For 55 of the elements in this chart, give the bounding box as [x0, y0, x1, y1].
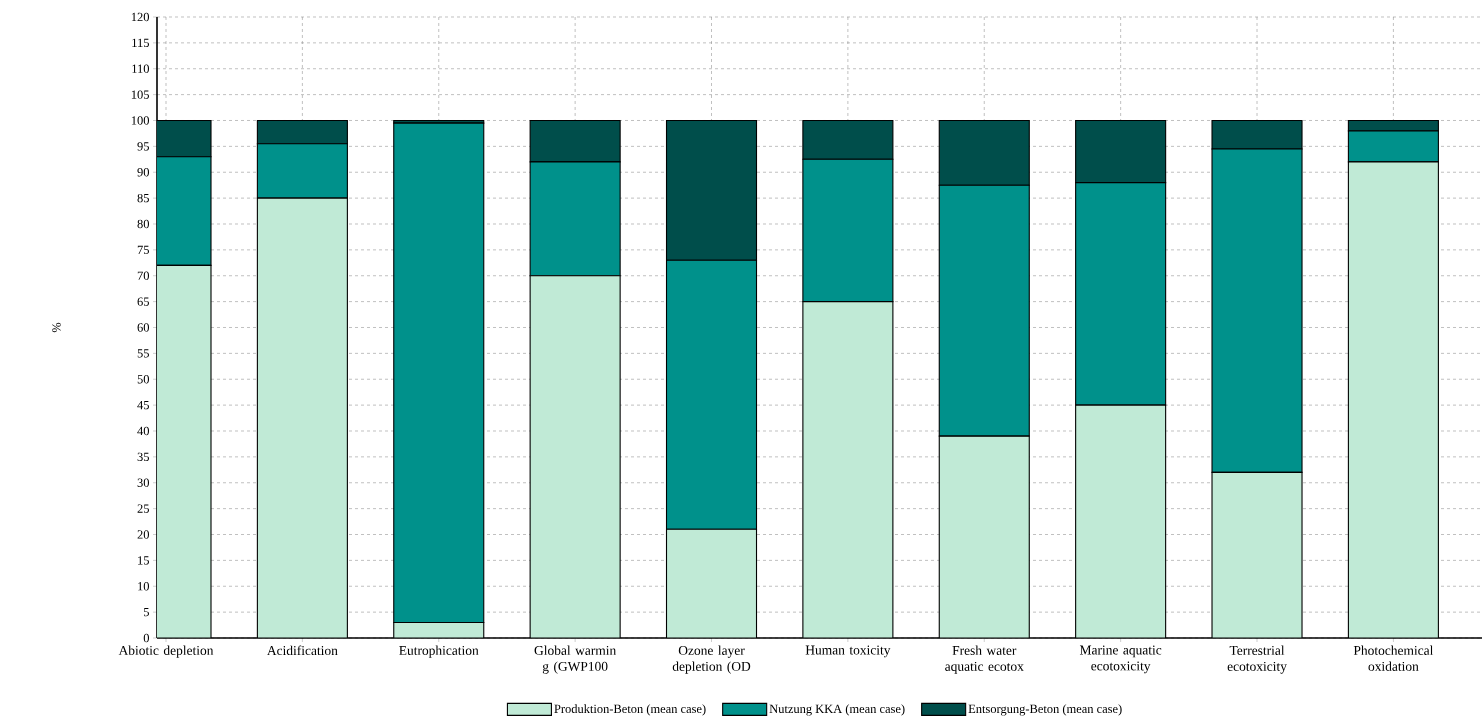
- y-tick-label: 35: [137, 452, 149, 462]
- y-tick-label: 30: [137, 478, 149, 487]
- y-tick-label: 110: [132, 64, 150, 73]
- bar: [1347, 130, 1439, 163]
- bar: [802, 158, 894, 303]
- x-tick-label: Abiotic depletion: [118, 645, 214, 658]
- y-tick-label: 90: [137, 168, 149, 177]
- legend-label: Produktion-Beton (mean case): [554, 704, 706, 716]
- y-tick-label: 80: [137, 219, 149, 229]
- x-tick-label: Human toxicity: [805, 645, 891, 658]
- y-tick-label: 25: [137, 504, 149, 513]
- bar: [665, 119, 758, 261]
- y-tick-label: 85: [137, 193, 149, 203]
- y-tick-label: 45: [137, 400, 149, 410]
- x-tick-label: Eutrophication: [399, 645, 479, 658]
- bar: [256, 119, 348, 145]
- y-tick-label: 50: [137, 375, 149, 384]
- bar: [938, 184, 1030, 437]
- x-tick-label: Photochemical oxidation: [1353, 645, 1434, 671]
- x-tick-label: Ozone layer depletion (OD: [672, 645, 751, 674]
- bar: [393, 122, 485, 624]
- y-tick-label: 15: [138, 556, 149, 565]
- y-tick-label: 115: [132, 38, 149, 48]
- y-tick-label: 120: [131, 12, 149, 22]
- legend-label: Entsorgung-Beton (mean case): [968, 704, 1122, 716]
- bar: [256, 143, 348, 199]
- bar: [1075, 119, 1167, 184]
- y-tick-label: 100: [131, 116, 149, 125]
- bar: [938, 119, 1030, 186]
- y-tick-label: 10: [138, 582, 149, 591]
- y-tick-label: 40: [137, 426, 149, 436]
- bar: [1211, 119, 1303, 150]
- legend-label: Nutzung KKA (mean case): [769, 704, 905, 716]
- y-axis-title: %: [52, 322, 61, 333]
- bar: [529, 161, 621, 277]
- y-tick-label: 70: [137, 271, 149, 280]
- x-tick-label: Acidification: [267, 645, 338, 656]
- bar: [665, 259, 758, 530]
- y-tick-label: 105: [131, 90, 149, 99]
- y-tick-label: 95: [137, 142, 149, 151]
- bar: [802, 119, 894, 160]
- y-tick-label: 0: [143, 633, 150, 643]
- bar: [1075, 182, 1167, 406]
- x-tick-label: Fresh water aquatic ecotox: [945, 645, 1024, 674]
- bar: [1211, 148, 1303, 473]
- bar: [529, 119, 621, 163]
- y-tick-label: 75: [137, 245, 149, 255]
- y-tick-label: 5: [143, 607, 149, 617]
- y-tick-label: 20: [137, 530, 149, 539]
- x-tick-label: Marine aquatic ecotoxicity: [1079, 645, 1162, 674]
- y-tick-label: 60: [137, 323, 149, 332]
- y-tick-label: 65: [137, 297, 149, 306]
- x-tick-label: Global warmin g (GWP100: [534, 645, 617, 674]
- x-tick-label: Terrestrial ecotoxicity: [1227, 645, 1287, 674]
- y-tick-label: 55: [137, 349, 149, 358]
